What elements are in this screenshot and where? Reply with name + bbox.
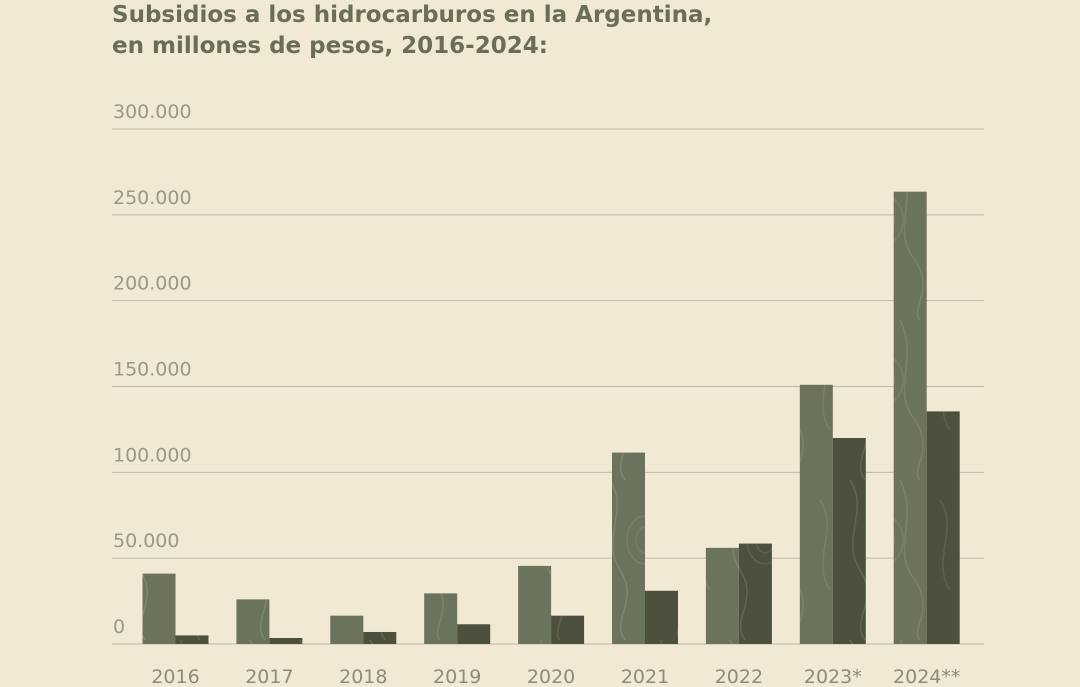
x-tick-label-7: 2023* xyxy=(804,666,862,687)
bar-2023-series-2 xyxy=(832,438,866,644)
bar-2018-series-2 xyxy=(363,631,397,644)
bar-2022-series-2 xyxy=(738,543,772,644)
y-tick-label-2: 100.000 xyxy=(113,444,192,466)
bar-2021-series-2 xyxy=(645,590,678,644)
bar-2022-series-1 xyxy=(705,547,739,644)
y-tick-label-6: 300.000 xyxy=(113,101,192,123)
bar-2019-series-1 xyxy=(424,593,458,644)
x-tick-label-0: 2016 xyxy=(151,666,199,687)
x-tick-label-8: 2024** xyxy=(893,666,960,687)
bar-2024-series-1 xyxy=(893,191,927,645)
bar-2016-series-1 xyxy=(142,573,176,644)
chart-title-line-2: en millones de pesos, 2016-2024: xyxy=(112,33,548,59)
x-tick-label-1: 2017 xyxy=(245,666,293,687)
bar-2017-series-2 xyxy=(269,637,303,644)
y-tick-label-4: 200.000 xyxy=(113,273,192,295)
y-tick-label-3: 150.000 xyxy=(113,359,192,381)
bar-2024-series-2 xyxy=(926,411,960,644)
bar-2020-series-1 xyxy=(518,565,552,644)
y-tick-label-0: 0 xyxy=(113,616,125,638)
x-tick-label-2: 2018 xyxy=(339,666,387,687)
chart-title-line-1: Subsidios a los hidrocarburos en la Arge… xyxy=(112,2,713,28)
bar-2023-series-1 xyxy=(799,384,833,644)
y-tick-label-1: 50.000 xyxy=(113,530,179,552)
bar-2021-series-1 xyxy=(612,452,645,644)
y-tick-label-5: 250.000 xyxy=(113,187,192,209)
chart-title: Subsidios a los hidrocarburos en la Arge… xyxy=(112,0,712,62)
bar-2019-series-2 xyxy=(457,624,491,644)
x-tick-label-5: 2021 xyxy=(621,666,669,687)
x-tick-label-6: 2022 xyxy=(715,666,763,687)
bar-2017-series-1 xyxy=(236,599,270,644)
x-tick-label-4: 2020 xyxy=(527,666,575,687)
x-tick-label-3: 2019 xyxy=(433,666,481,687)
bar-2018-series-1 xyxy=(330,615,364,644)
bar-2016-series-2 xyxy=(175,635,209,644)
bar-2020-series-2 xyxy=(551,615,585,644)
